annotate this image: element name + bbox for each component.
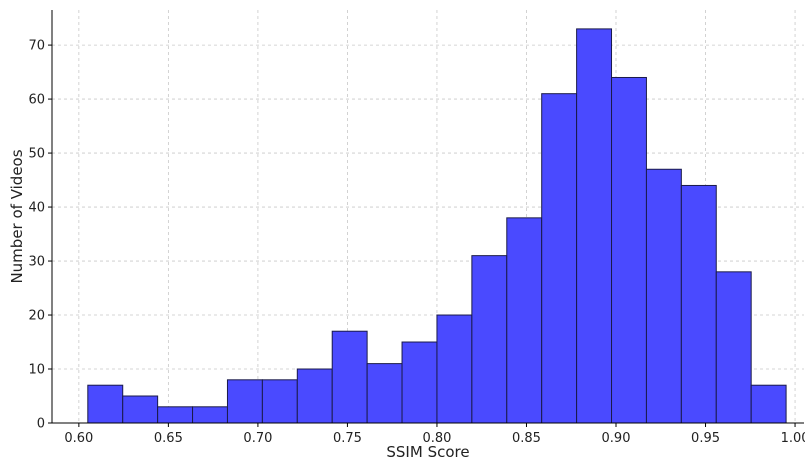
y-tick-label: 40	[28, 201, 45, 216]
histogram-bars	[87, 28, 787, 424]
histogram-bar	[750, 384, 787, 424]
histogram-bar	[122, 395, 159, 424]
histogram-bar	[296, 368, 333, 424]
histogram-bar	[471, 255, 508, 424]
x-tick-label: 0.80	[422, 431, 451, 446]
x-axis-ticks: 0.60 0.65 0.70 0.75 0.80 0.85 0.90 0.95 1.00	[64, 423, 805, 446]
x-tick-label: 0.70	[243, 431, 272, 446]
histogram-bar	[261, 379, 298, 424]
histogram-bar	[157, 406, 194, 424]
y-tick-label: 20	[28, 309, 45, 324]
y-tick-label: 30	[28, 255, 45, 270]
histogram-bar	[611, 76, 647, 424]
y-tick-label: 70	[28, 39, 45, 54]
histogram-bar	[331, 330, 368, 424]
x-tick-label: 0.65	[154, 431, 183, 446]
histogram-bar	[576, 28, 613, 424]
x-tick-label: 0.60	[64, 431, 93, 446]
x-tick-label: 1.00	[781, 431, 805, 446]
y-tick-label: 10	[28, 363, 45, 378]
x-tick-label: 0.95	[691, 431, 720, 446]
histogram-bar	[366, 363, 403, 424]
x-tick-label: 0.90	[602, 431, 631, 446]
histogram-bar	[541, 93, 578, 424]
x-tick-label: 0.85	[512, 431, 541, 446]
histogram-bar	[680, 184, 717, 424]
histogram-bar	[645, 168, 682, 424]
x-axis-title: SSIM Score	[386, 443, 469, 461]
y-tick-label: 60	[28, 93, 45, 108]
x-tick-label: 0.75	[333, 431, 362, 446]
histogram-bar	[87, 384, 124, 424]
histogram-bar	[226, 379, 263, 424]
histogram-bar	[506, 217, 543, 424]
y-tick-label: 0	[37, 417, 45, 432]
histogram-bar	[436, 314, 473, 424]
histogram-bar	[401, 341, 438, 424]
y-tick-label: 50	[28, 147, 45, 162]
y-axis-ticks: 0 10 20 30 40 50 60 70	[28, 39, 52, 432]
histogram-bar	[715, 271, 752, 424]
axes	[51, 10, 804, 424]
histogram-bar	[192, 406, 228, 424]
y-axis-title: Number of Videos	[8, 149, 26, 283]
